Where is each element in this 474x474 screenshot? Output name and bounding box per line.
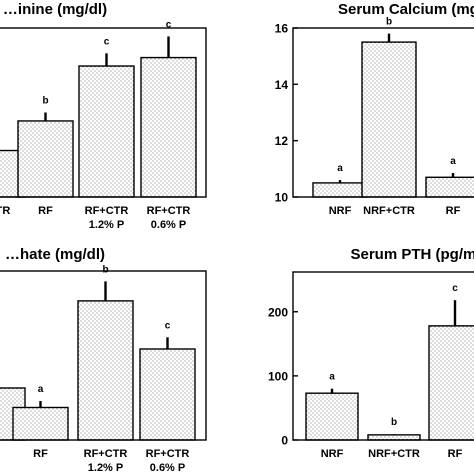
panel-3-category-label-4: RF+CTR 0.6% P [146,448,190,474]
panel-2-category-label-1: NRF [329,205,352,217]
panel-2-plot-frame [292,27,474,198]
panel-3-bar-2 [12,406,69,441]
panel-1-bar-3 [78,65,135,198]
panel-4-sig-label-3: c [452,283,458,294]
panel-3-bar-4 [139,348,196,441]
panel-4-category-label-3: RF [448,448,463,460]
panel-4-ytick-label-200: 200 [268,305,288,319]
panel-3-sig-label-3: b [102,264,108,275]
panel-3-bar-3 [77,300,134,441]
panel-3-sig-label-2: a [38,384,44,395]
panel-4-sig-label-1: a [329,372,335,383]
panel-2-sig-label-1: a [337,163,343,174]
panel-4-ytick-label-0: 0 [281,434,288,448]
panel-4-title: Serum PTH (pg/ml) [350,246,474,263]
panel-2-sig-label-3: a [450,156,456,167]
panel-4-plot-frame [292,271,474,441]
panel-2-category-label-3: RF [446,205,461,217]
panel-4-category-label-2: NRF+CTR [368,448,420,460]
panel-1-category-label-4: RF+CTR 0.6% P [147,205,191,231]
panel-4-sig-label-2: b [391,417,397,428]
panel-2-bar-3 [425,176,474,198]
panel-1-bar-4 [140,56,197,198]
panel-4-bar-3 [428,325,474,441]
panel-2-bar-2 [361,41,417,198]
panel-4-bar-1 [305,392,359,441]
panel-2-ytick-label-14: 14 [275,78,289,92]
panel-3-title: …hate (mg/dl) [5,246,105,263]
panel-4-bar-2 [367,434,421,441]
panel-3-plot-frame [0,270,207,441]
panel-1-sig-label-3: c [104,36,110,47]
panel-3-sig-label-4: c [165,320,171,331]
panel-1-plot-frame [0,27,207,198]
panel-2-title: Serum Calcium (mg/… [338,1,474,18]
panel-2-category-label-2: NRF+CTR [363,205,415,217]
panel-2-bar-1 [312,182,368,198]
panel-1-category-label-1: …TR [0,205,10,217]
panel-1-category-label-3: RF+CTR 1.2% P [85,205,129,231]
panel-1-title: …inine (mg/dl) [3,1,107,18]
panel-1-sig-label-2: b [42,96,48,107]
panel-1-category-label-2: RF [38,205,53,217]
panel-3-category-label-2: RF [33,448,48,460]
panel-4-category-label-1: NRF [321,448,344,460]
panel-1-bar-2 [17,120,74,198]
panel-2-ytick-label-16: 16 [275,22,289,36]
panel-1-sig-label-4: c [166,19,172,30]
panel-2-ytick-label-12: 12 [275,134,289,148]
panel-3-category-label-3: RF+CTR 1.2% P [84,448,128,474]
panel-2-ytick-label-10: 10 [275,191,289,205]
panel-2-sig-label-2: b [386,17,392,28]
panel-4-ytick-label-100: 100 [268,369,288,383]
